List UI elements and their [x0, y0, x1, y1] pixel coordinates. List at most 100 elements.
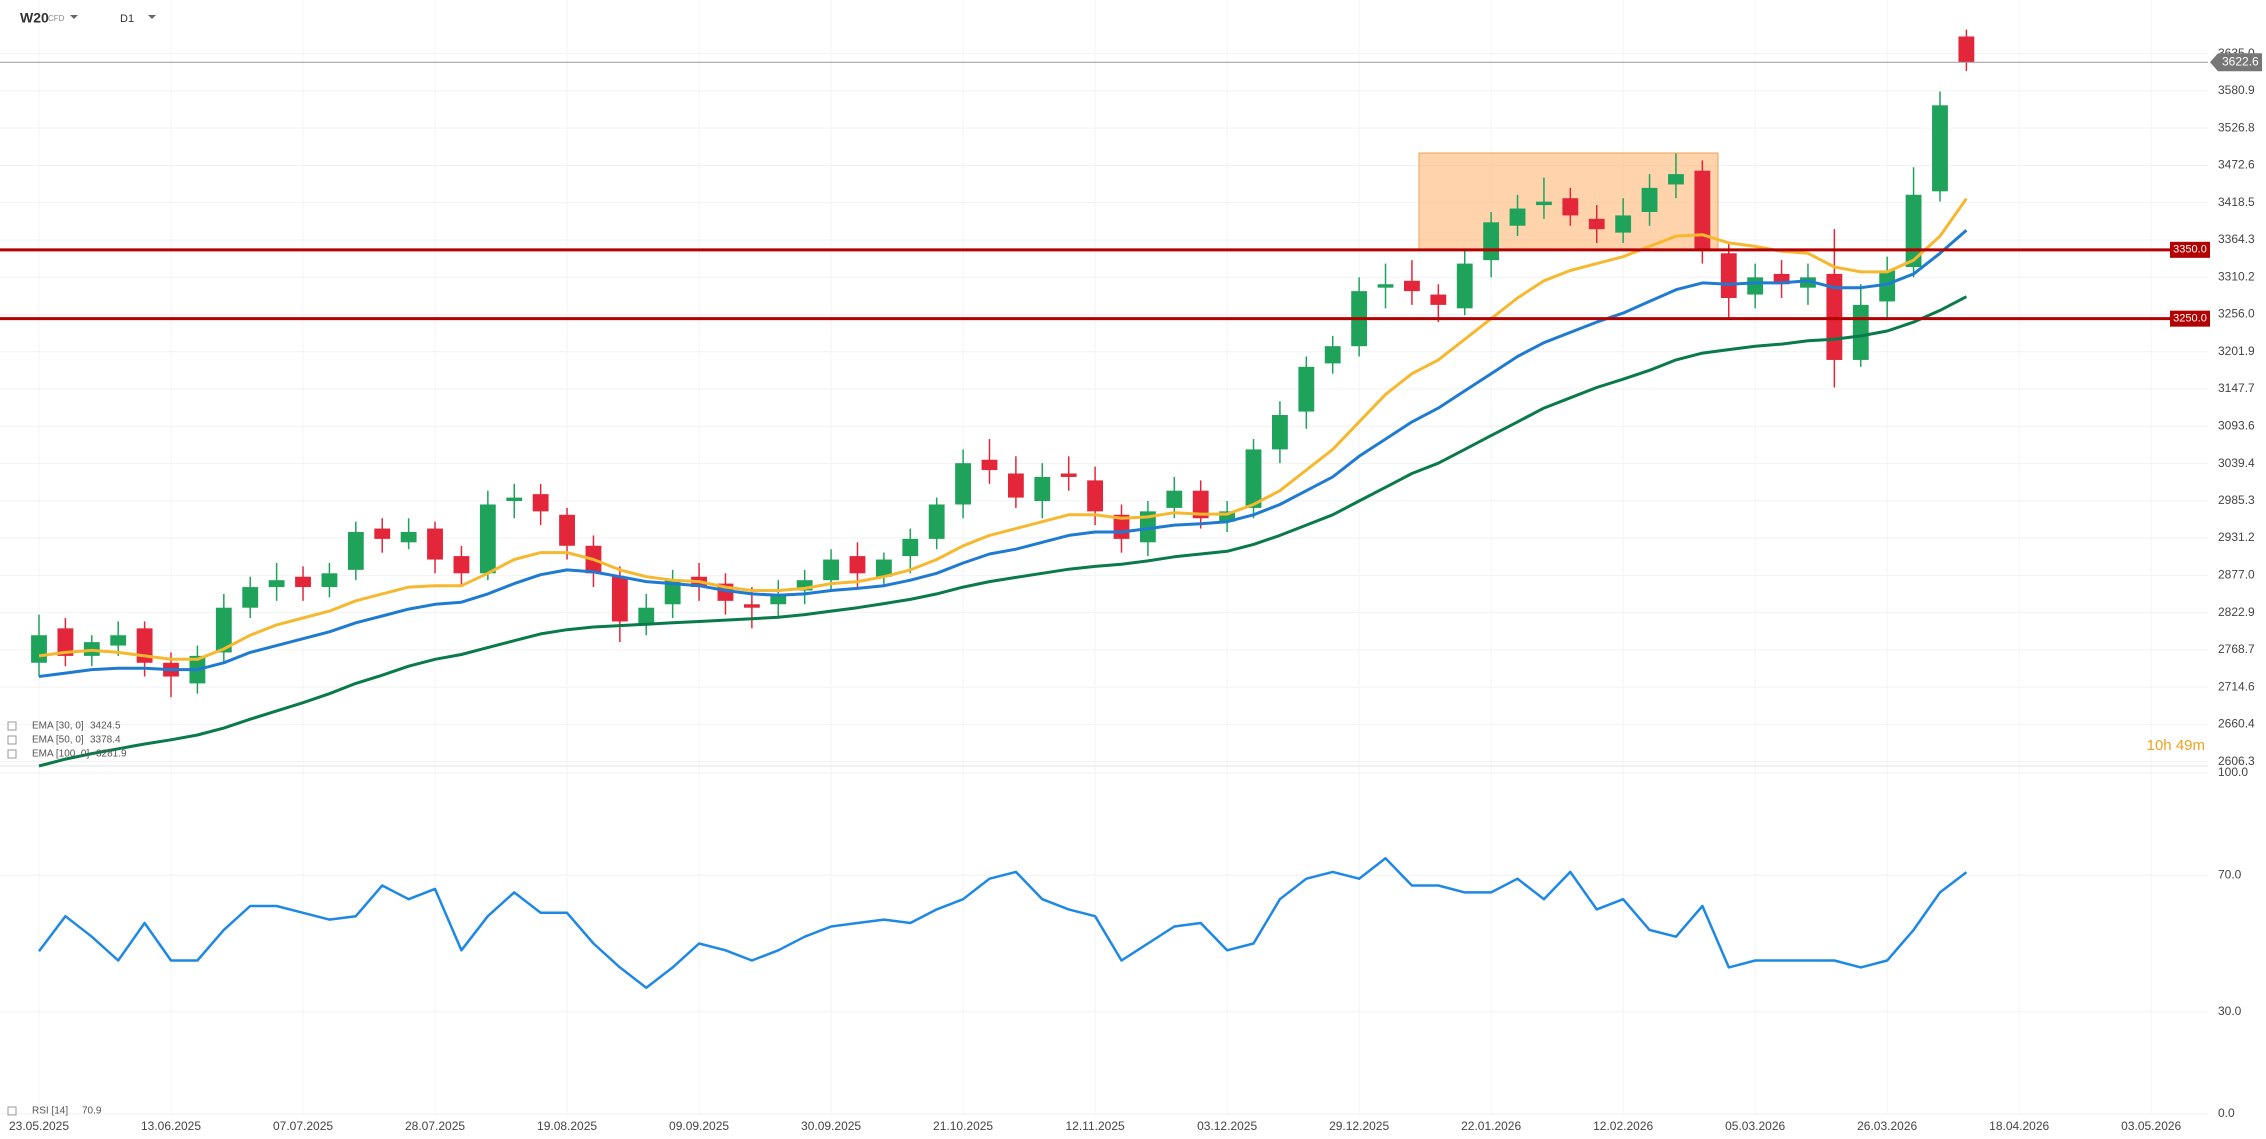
candle-body — [1509, 208, 1526, 226]
legend-name: EMA [100, 0] — [32, 749, 89, 760]
candle-body — [559, 514, 575, 546]
candle-body — [1456, 263, 1473, 309]
x-tick-label: 05.03.2026 — [1725, 1119, 1785, 1133]
x-tick-label: 07.07.2025 — [273, 1119, 333, 1133]
x-tick-label: 03.05.2026 — [2121, 1119, 2181, 1133]
legend-icon — [7, 749, 17, 759]
candle-body — [1720, 253, 1737, 299]
x-tick-label: 19.08.2025 — [537, 1119, 597, 1133]
candle-body — [1219, 511, 1236, 522]
last-price-box — [2210, 53, 2262, 72]
candle-body — [875, 559, 892, 577]
y-tick-label: 2877.0 — [2218, 568, 2255, 582]
legend-value: 70.9 — [82, 1106, 102, 1117]
candle-body — [1060, 473, 1077, 477]
interval[interactable]: D1 — [120, 13, 134, 25]
y-tick-label: 2660.4 — [2218, 717, 2255, 731]
candle-body — [1007, 473, 1024, 498]
countdown: 10h 49m — [2147, 737, 2205, 754]
y-tick-label: 3472.6 — [2218, 158, 2255, 172]
y-tick-label: 3039.4 — [2218, 456, 2255, 470]
candle-body — [242, 587, 259, 608]
level-label-box — [2170, 310, 2210, 327]
candle-body — [638, 607, 655, 625]
symbol[interactable]: W20 — [20, 10, 49, 26]
y-tick-label: 70.0 — [2218, 867, 2242, 881]
x-tick-label: 28.07.2025 — [405, 1119, 465, 1133]
candle-body — [611, 576, 628, 622]
candle-body — [1245, 449, 1262, 508]
candle-body — [1879, 270, 1896, 302]
x-tick-label: 23.05.2025 — [9, 1119, 69, 1133]
symbol-dropdown[interactable] — [70, 15, 78, 19]
x-tick-label: 12.02.2026 — [1593, 1119, 1653, 1133]
legend-icon — [7, 721, 17, 731]
y-tick-label: 2606.3 — [2218, 754, 2255, 768]
legend-value: 3281.9 — [96, 749, 127, 760]
y-tick-label: 3418.5 — [2218, 195, 2255, 209]
candle-body — [743, 604, 760, 608]
candle-body — [1087, 480, 1104, 512]
candle-body — [1615, 215, 1632, 233]
candle-body — [31, 635, 47, 663]
y-tick-label: 2768.7 — [2218, 642, 2255, 656]
legend-name: EMA [50, 0] — [32, 735, 84, 746]
candle-body — [57, 628, 74, 656]
candle-body — [1404, 280, 1420, 292]
candle-body — [955, 463, 972, 505]
candle-body — [1562, 198, 1579, 216]
y-tick-label: 3310.2 — [2218, 269, 2255, 283]
candle-body — [823, 559, 839, 581]
y-tick-label: 2985.3 — [2218, 493, 2255, 507]
candle-body — [902, 538, 919, 557]
y-tick-label: 2931.2 — [2218, 530, 2255, 544]
x-tick-label: 13.06.2025 — [141, 1119, 201, 1133]
candle-body — [427, 528, 443, 560]
legend-name: EMA [30, 0] — [32, 721, 84, 732]
candle-body — [532, 494, 549, 512]
x-tick-label: 29.12.2025 — [1329, 1119, 1389, 1133]
ema-line — [38, 229, 1968, 678]
candle-body — [374, 528, 391, 539]
symbol-kind: CFD — [48, 14, 65, 23]
candle-body — [347, 532, 364, 570]
x-tick-label: 03.12.2025 — [1197, 1119, 1257, 1133]
candle-body — [506, 497, 523, 502]
candle-body — [1800, 277, 1816, 288]
candle-body — [1932, 105, 1948, 192]
x-tick-label: 09.09.2025 — [669, 1119, 729, 1133]
candle-body — [110, 635, 127, 646]
ema-line — [38, 197, 1968, 661]
candle-body — [1034, 476, 1051, 502]
candle-body — [849, 556, 866, 574]
x-tick-label: 21.10.2025 — [933, 1119, 993, 1133]
legend-icon — [7, 735, 17, 745]
candle-body — [1668, 174, 1684, 185]
candle-body — [1694, 170, 1711, 250]
x-tick-label: 22.01.2026 — [1461, 1119, 1521, 1133]
candle-body — [928, 504, 945, 539]
candle-body — [1271, 415, 1288, 450]
y-tick-label: 3256.0 — [2218, 307, 2255, 321]
candle-body — [400, 532, 417, 543]
candle-body — [295, 576, 311, 588]
candle-body — [770, 593, 787, 605]
x-tick-label: 30.09.2025 — [801, 1119, 861, 1133]
y-tick-label: 3093.6 — [2218, 418, 2255, 432]
legend-name: RSI [14] — [32, 1106, 68, 1117]
interval-dropdown[interactable] — [148, 15, 156, 19]
candle-body — [1377, 284, 1394, 288]
candle-body — [1430, 294, 1447, 305]
y-tick-label: 3364.3 — [2218, 232, 2255, 246]
last-price-label: 3622.6 — [2222, 54, 2259, 68]
y-tick-label: 2822.9 — [2218, 605, 2255, 619]
candle-body — [981, 459, 998, 471]
candle-body — [479, 504, 496, 574]
y-tick-label: 3526.8 — [2218, 120, 2255, 134]
y-tick-label: 3580.9 — [2218, 83, 2255, 97]
candle-body — [321, 573, 338, 588]
ema-line — [38, 295, 1968, 768]
candle-body — [1588, 218, 1605, 230]
